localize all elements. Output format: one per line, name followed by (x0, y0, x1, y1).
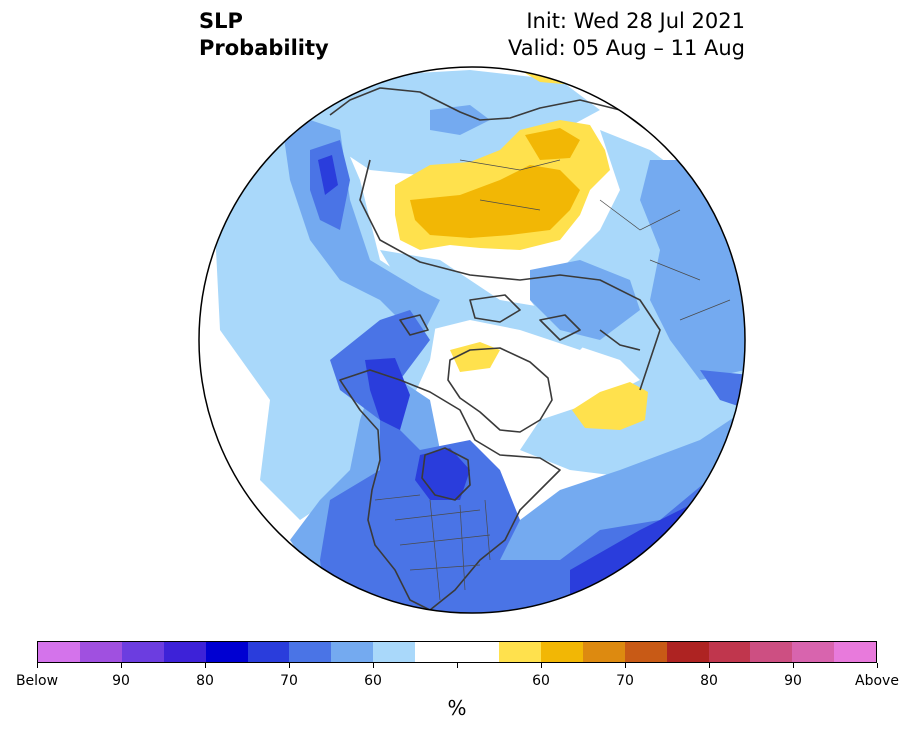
colorbar-segment (121, 642, 164, 662)
colorbar-tick (204, 663, 206, 668)
colorbar-unit: % (447, 696, 467, 720)
colorbar-tick (540, 663, 542, 668)
colorbar-segment (373, 642, 416, 662)
contour-orange-north (525, 128, 580, 160)
title-left: SLP Probability (199, 8, 329, 62)
colorbar-tick (36, 663, 38, 668)
colorbar-tick (624, 663, 626, 668)
colorbar-segment (289, 642, 332, 662)
colorbar-segment (834, 642, 877, 662)
colorbar-tick (456, 663, 458, 668)
valid-range: Valid: 05 Aug – 11 Aug (507, 36, 745, 60)
globe-outline (198, 66, 746, 614)
coastline-arctic-islands (399, 294, 581, 341)
coastlines (329, 87, 741, 611)
colorbar-segment (163, 642, 206, 662)
probability-map (198, 66, 746, 614)
colorbar-tick-label: Below (15, 673, 59, 689)
colorbar-segment (708, 642, 751, 662)
colorbar-tick-label: Above (855, 673, 899, 689)
us-state-borders (374, 494, 491, 601)
contour-dark-blue-alaska (365, 358, 410, 430)
colorbar-segment (79, 642, 122, 662)
colorbar-tick (372, 663, 374, 668)
colorbar-tick (120, 663, 122, 668)
colorbar-tick (876, 663, 878, 668)
colorbar-tick-label: 80 (196, 673, 214, 689)
colorbar-tick-label: 90 (112, 673, 130, 689)
colorbar-segment (582, 642, 625, 662)
colorbar-segment (498, 642, 541, 662)
colorbar-tick-label: 80 (700, 673, 718, 689)
init-date: Init: Wed 28 Jul 2021 (526, 9, 745, 33)
colorbar-tick-label: 60 (364, 673, 382, 689)
colorbar-tick-label: 70 (616, 673, 634, 689)
colorbar-tick (708, 663, 710, 668)
colorbar-segment (415, 642, 458, 662)
colorbar-segment (792, 642, 835, 662)
colorbar-segment (540, 642, 583, 662)
contour-dark-blue-pacific (318, 155, 338, 195)
colorbar-tick (288, 663, 290, 668)
colorbar-segment (247, 642, 290, 662)
colorbar-tick (792, 663, 794, 668)
colorbar-segment (38, 642, 80, 662)
colorbar-segment (331, 642, 374, 662)
coastline-hudson-bay (421, 447, 471, 501)
colorbar-tick-label: 60 (532, 673, 550, 689)
colorbar-segment (666, 642, 709, 662)
colorbar-tick-label: 90 (784, 673, 802, 689)
borders (374, 159, 731, 601)
colorbar-segment (205, 642, 248, 662)
contour-medium-blue-scandinavia (530, 260, 640, 340)
colorbar-segment (750, 642, 793, 662)
colorbar-segment (457, 642, 499, 662)
variable-subtitle: Probability (199, 36, 329, 60)
variable-title: SLP (199, 9, 243, 33)
contour-blue-east-asia (700, 370, 745, 410)
coastline-north-america (339, 369, 561, 611)
colorbar-tick-label: 70 (280, 673, 298, 689)
contour-medium-blue-siberia (430, 105, 490, 135)
title-right: Init: Wed 28 Jul 2021 Valid: 05 Aug – 11… (508, 8, 745, 62)
colorbar-segment (624, 642, 667, 662)
colorbar (37, 641, 877, 663)
coastline-greenland (447, 347, 553, 433)
contour-orange-siberia (410, 165, 580, 238)
contour-yellow-atlantic (572, 382, 648, 430)
national-borders (459, 159, 731, 321)
